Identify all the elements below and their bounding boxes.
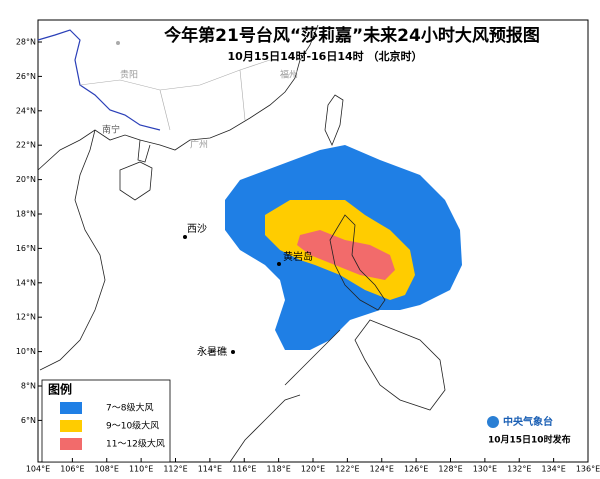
- lat-label: 16°N: [16, 244, 36, 253]
- xisha-dot: [183, 235, 187, 239]
- taiwan: [324, 94, 344, 147]
- lon-label: 118°E: [266, 465, 290, 474]
- lon-label: 136°E: [576, 465, 600, 474]
- lat-label: 10°N: [16, 347, 36, 356]
- lat-label: 12°N: [16, 313, 36, 322]
- legend-label: 11～12级大风: [106, 438, 165, 450]
- legend-items: 7～8级大风 9～10级大风 11～12级大风: [60, 402, 165, 450]
- lon-label: 130°E: [473, 465, 497, 474]
- lon-label: 110°E: [129, 465, 153, 474]
- huangyan-dot: [277, 262, 281, 266]
- lon-label: 112°E: [163, 465, 187, 474]
- palawan: [284, 329, 341, 386]
- place-label: 贵阳: [120, 69, 138, 81]
- lat-label: 6°N: [21, 416, 36, 425]
- legend-swatch: [60, 438, 82, 450]
- province-lines: [79, 59, 271, 131]
- lon-label: 120°E: [301, 465, 325, 474]
- place-label: 广州: [190, 139, 208, 151]
- lon-label: 124°E: [370, 465, 394, 474]
- philippines-south: [354, 319, 446, 411]
- lon-label: 104°E: [26, 465, 50, 474]
- lat-label: 28°N: [16, 38, 36, 47]
- logo: [487, 416, 499, 428]
- lon-label: 134°E: [541, 465, 565, 474]
- lat-label: 26°N: [16, 72, 36, 81]
- subtitle: 10月15日14时-16日14时 （北京时）: [228, 49, 423, 63]
- lon-label: 106°E: [60, 465, 84, 474]
- place-label: 南宁: [102, 124, 120, 136]
- place-label: 黄岩岛: [283, 250, 313, 263]
- legend-label: 9～10级大风: [106, 420, 159, 432]
- place-label: 福州: [280, 69, 298, 81]
- place-label: 永暑礁: [197, 345, 227, 358]
- legend-label: 7～8级大风: [106, 402, 153, 414]
- lat-label: 14°N: [16, 278, 36, 287]
- lat-label: 18°N: [16, 210, 36, 219]
- zone-11-12: [297, 230, 395, 280]
- lon-label: 108°E: [95, 465, 119, 474]
- lon-label: 116°E: [232, 465, 256, 474]
- leizhou: [137, 139, 151, 163]
- legend-swatch: [60, 420, 82, 432]
- agency: 中央气象台: [503, 415, 553, 428]
- issued: 10月15日10时发布: [488, 434, 571, 446]
- city-dot: [116, 41, 120, 45]
- yongshu-dot: [231, 350, 235, 354]
- lon-label: 126°E: [404, 465, 428, 474]
- place-label: 西沙: [187, 223, 207, 235]
- luzon: [329, 214, 386, 311]
- title: 今年第21号台风“莎莉嘉”未来24小时大风预报图: [164, 25, 540, 46]
- lon-label: 132°E: [507, 465, 531, 474]
- legend-swatch: [60, 402, 82, 414]
- graticule-labels: 104°E 106°E 108°E 110°E 112°E 114°E 116°E 118°E…: [16, 38, 600, 474]
- legend-title: 图例: [48, 382, 72, 397]
- lat-label: 8°N: [21, 382, 36, 391]
- lon-label: 128°E: [438, 465, 462, 474]
- lat-label: 24°N: [16, 106, 36, 115]
- lon-label: 122°E: [335, 465, 359, 474]
- vietnam-coast: [39, 129, 106, 371]
- hainan: [119, 161, 153, 201]
- lon-label: 114°E: [198, 465, 222, 474]
- borneo: [229, 394, 301, 463]
- lat-label: 20°N: [16, 175, 36, 184]
- lat-label: 22°N: [16, 141, 36, 150]
